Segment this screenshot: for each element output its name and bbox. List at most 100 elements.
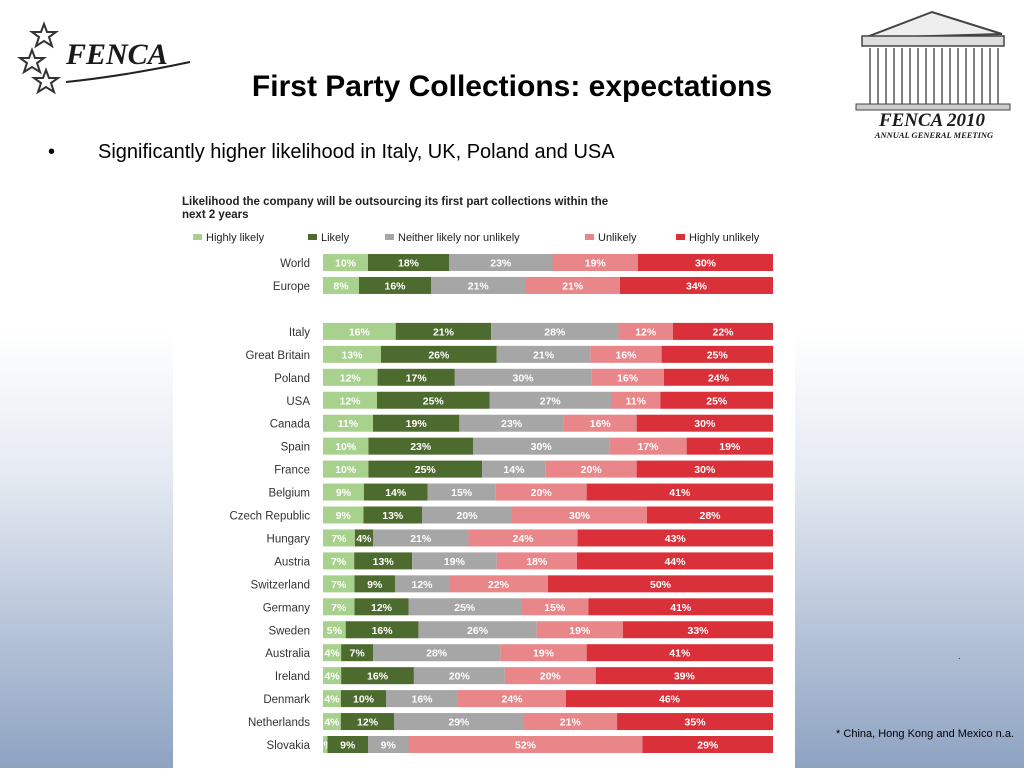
data-label: 18% [398,258,420,270]
category-label: Poland [274,373,310,385]
data-label: 19% [444,556,466,568]
star-icon [28,21,60,49]
data-label: 14% [385,487,407,499]
bar-segment-likely [354,598,409,616]
fenca-logo-text: FENCA [65,38,168,71]
data-label: 23% [490,258,512,270]
data-label: 8% [333,280,349,292]
bar-segment-likely [354,552,413,570]
data-label: 41% [669,648,691,660]
legend-swatch-highly-likely [193,234,202,240]
bar-segment-likely [354,529,373,547]
bar-segment-neither-likely-nor-unlikely [459,414,564,432]
data-label: 5% [327,625,343,637]
data-label: 16% [349,326,371,338]
legend-label-highly-unlikely: Highly unlikely [689,232,760,244]
bar-segment-likely [373,414,460,432]
data-label: 39% [674,671,696,683]
bar-segment-highly-unlikely [663,368,773,386]
legend-swatch-likely [308,234,317,240]
data-label: 28% [699,510,721,522]
data-label: 43% [665,533,687,545]
data-label: 52% [515,740,537,752]
bar-segment-highly-likely [323,644,342,662]
legend-label-neither-likely-nor-unlikely: Neither likely nor unlikely [398,232,520,244]
bar-segment-unlikely [591,368,664,386]
bar-segment-likely [368,437,473,455]
data-label: 29% [697,740,719,752]
bar-segment-highly-unlikely [623,621,773,639]
bar-segment-neither-likely-nor-unlikely [368,736,409,753]
chart-legend: Highly likely Likely Neither likely nor un… [193,232,760,244]
bar-segment-unlikely [523,713,618,731]
data-label: 28% [426,648,448,660]
bar-segment-highly-unlikely [588,598,773,616]
bar-segment-neither-likely-nor-unlikely [482,460,546,478]
bar-segment-highly-likely [323,713,341,731]
bar-segment-highly-unlikely [577,529,773,547]
data-label: 12% [411,579,433,591]
data-label: 23% [410,441,432,453]
bar-segment-likely [354,575,395,593]
bar-segment-unlikely [504,667,596,685]
data-label: 30% [694,418,716,430]
data-label: 35% [685,717,707,729]
bar-segment-highly-likely [323,414,373,432]
data-label: 7% [331,602,347,614]
bar-segment-highly-unlikely [566,690,773,708]
bar-segment-unlikely [536,621,623,639]
bar-segment-neither-likely-nor-unlikely [395,575,449,593]
category-label: Hungary [267,533,311,545]
data-label: 30% [531,441,553,453]
bar-segment-unlikely [458,690,566,708]
data-label: 34% [686,280,708,292]
data-label: 12% [357,717,379,729]
category-label: Canada [270,419,311,431]
bar-segment-neither-likely-nor-unlikely [473,437,610,455]
data-label: 7% [331,533,347,545]
bar-segment-highly-unlikely [586,483,773,501]
data-label: 14% [503,464,525,476]
data-label: 21% [562,280,584,292]
legend-label-unlikely: Unlikely [598,232,637,244]
data-label: 50% [650,579,672,591]
data-label: 12% [339,395,361,407]
bar-segment-unlikely [611,391,661,409]
data-label: 9% [381,740,397,752]
data-label: 9% [336,510,352,522]
data-label: 21% [560,717,582,729]
data-label: 16% [615,349,637,361]
data-label: 20% [531,487,553,499]
bar-segment-highly-unlikely [647,506,773,524]
data-label: 16% [384,280,406,292]
data-label: 33% [687,625,709,637]
bar-segment-likely [345,621,419,639]
data-label: 12% [635,326,657,338]
data-label: 24% [512,533,534,545]
bar-segment-highly-likely [323,529,355,547]
data-label: 44% [664,556,686,568]
data-label: 21% [533,349,555,361]
bar-segment-likely [395,322,492,340]
chart-title-line-1: Likelihood the company will be outsourci… [182,196,608,208]
bar-segment-highly-likely [323,598,355,616]
bar-segment-highly-unlikely [595,667,773,685]
bar-segment-unlikely [552,254,638,271]
bar-segment-likely [380,345,497,363]
bar-segment-likely [327,736,368,753]
category-label: Australia [265,648,310,660]
stacked-bar-chart: Likelihood the company will be outsourci… [182,196,773,753]
data-label: 10% [353,694,375,706]
bar-segment-neither-likely-nor-unlikely [373,529,469,547]
bar-segment-highly-likely [323,391,377,409]
legend-label-highly-likely: Highly likely [206,232,265,244]
bar-segment-highly-likely [323,276,359,294]
bar-segment-highly-likely [323,437,369,455]
data-label: 26% [428,349,450,361]
chart-title-line-2: next 2 years [182,209,249,221]
category-label: Belgium [268,488,310,500]
bar-segment-highly-likely [323,368,378,386]
bar-segment-neither-likely-nor-unlikely [427,483,496,501]
bar-segment-unlikely [408,736,643,753]
bar-segment-highly-unlikely [642,736,773,753]
